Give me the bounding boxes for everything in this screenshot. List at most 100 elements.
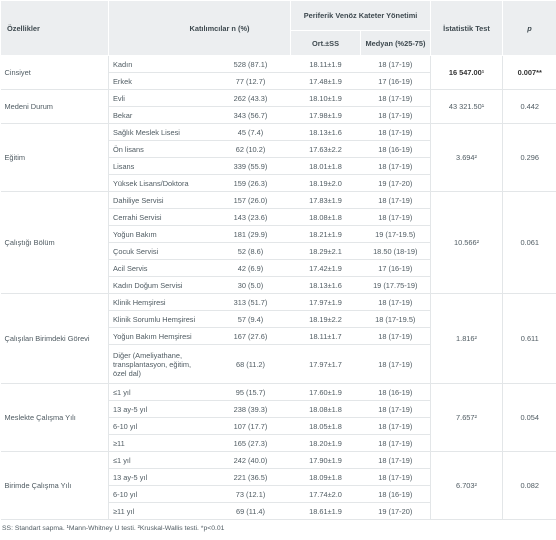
median-cell: 18 (17-19) xyxy=(360,106,431,124)
count-cell: 165 (27.3) xyxy=(210,434,291,452)
mean-cell: 18.19±2.0 xyxy=(290,174,361,192)
mean-cell: 17.97±1.7 xyxy=(290,344,361,384)
count-cell: 262 (43.3) xyxy=(210,89,291,107)
test-cell: 6.703² xyxy=(430,451,503,520)
mean-cell: 18.01±1.8 xyxy=(290,157,361,175)
sub-label: Diğer (Ameliyathane, transplantasyon, eğ… xyxy=(108,344,211,384)
sub-label: Sağlık Meslek Lisesi xyxy=(108,123,211,141)
count-cell: 167 (27.6) xyxy=(210,327,291,345)
mean-cell: 18.13±1.6 xyxy=(290,276,361,294)
count-cell: 107 (17.7) xyxy=(210,417,291,435)
mean-cell: 17.97±1.9 xyxy=(290,293,361,311)
table-row: Acil Servis 42 (6.9) 17.42±1.9 17 (16-19) xyxy=(1,259,556,277)
table-row: Yoğun Bakım 181 (29.9) 18.21±1.9 19 (17-19.… xyxy=(1,225,556,243)
mean-cell: 18.11±1.9 xyxy=(290,55,361,73)
sub-label: Yoğun Bakım xyxy=(108,225,211,243)
mean-cell: 18.05±1.8 xyxy=(290,417,361,435)
mean-cell: 18.29±2.1 xyxy=(290,242,361,260)
sub-label: Dahiliye Servisi xyxy=(108,191,211,209)
header-text: Katılımcılar n (%) xyxy=(189,23,250,33)
sub-label: ≥11 yıl xyxy=(108,502,211,520)
sub-label: Yüksek Lisans/Doktora xyxy=(108,174,211,192)
median-cell: 18 (17-19) xyxy=(360,89,431,107)
mean-cell: 18.21±1.9 xyxy=(290,225,361,243)
table-row: Cerrahi Servisi 143 (23.6) 18.08±1.8 18 (17… xyxy=(1,208,556,226)
table-row: Birimde Çalışma Yılı ≤1 yıl 242 (40.0) 17.9… xyxy=(0,451,556,520)
mean-cell: 18.61±1.9 xyxy=(290,502,361,520)
median-cell: 18 (17-19) xyxy=(360,157,431,175)
p-cell: 0.007** xyxy=(502,55,556,90)
mean-cell: 18.09±1.8 xyxy=(290,468,361,486)
median-cell: 18 (17-19) xyxy=(360,327,431,345)
count-cell: 77 (12.7) xyxy=(210,72,291,90)
mean-cell: 18.08±1.8 xyxy=(290,208,361,226)
count-cell: 95 (15.7) xyxy=(210,383,291,401)
group-label: Cinsiyet xyxy=(0,55,109,90)
table-row: Eğitim Sağlık Meslek Lisesi 45 (7.4) 18.13±… xyxy=(0,123,556,192)
header-cell: Katılımcılar n (%) xyxy=(108,0,291,56)
mean-cell: 17.83±1.9 xyxy=(290,191,361,209)
sub-label: 13 ay-5 yıl xyxy=(108,400,211,418)
count-cell: 313 (51.7) xyxy=(210,293,291,311)
sub-label: Cerrahi Servisi xyxy=(108,208,211,226)
test-cell: 1.816² xyxy=(430,293,503,384)
p-cell: 0.442 xyxy=(502,89,556,124)
mean-cell: 18.11±1.7 xyxy=(290,327,361,345)
table-row: Kadın Doğum Servisi 30 (5.0) 18.13±1.6 19 (… xyxy=(1,276,556,294)
sub-label: Çocuk Servisi xyxy=(108,242,211,260)
mean-cell: 18.13±1.6 xyxy=(290,123,361,141)
mean-cell: 17.90±1.9 xyxy=(290,451,361,469)
sub-label: 13 ay-5 yıl xyxy=(108,468,211,486)
median-cell: 18 (16-19) xyxy=(360,485,431,503)
header-cell: p xyxy=(502,0,556,56)
count-cell: 69 (11.4) xyxy=(210,502,291,520)
mean-cell: 17.48±1.9 xyxy=(290,72,361,90)
sub-label: Acil Servis xyxy=(108,259,211,277)
median-cell: 18 (17-19) xyxy=(360,123,431,141)
median-cell: 18 (17-19) xyxy=(360,417,431,435)
median-cell: 18 (17-19) xyxy=(360,55,431,73)
count-cell: 221 (36.5) xyxy=(210,468,291,486)
mean-cell: 18.20±1.9 xyxy=(290,434,361,452)
table-header: Özellikler Katılımcılar n (%) Periferik … xyxy=(0,0,556,56)
table-row: Çalışılan Birimdeki Görevi Klinik Hemşire… xyxy=(0,293,556,384)
table-row: 6-10 yıl 73 (12.1) 17.74±2.0 18 (16-19) xyxy=(1,485,556,503)
median-cell: 18 (16-19) xyxy=(360,383,431,401)
table-row: Ön lisans 62 (10.2) 17.63±2.2 18 (16-19) xyxy=(1,140,556,158)
count-cell: 73 (12.1) xyxy=(210,485,291,503)
sub-label: ≥11 xyxy=(108,434,211,452)
mean-cell: 17.98±1.9 xyxy=(290,106,361,124)
median-cell: 18 (17-19) xyxy=(360,451,431,469)
table-row: Yoğun Bakım Hemşiresi 167 (27.6) 18.11±1.7… xyxy=(1,327,556,345)
sub-label: Bekar xyxy=(108,106,211,124)
count-cell: 143 (23.6) xyxy=(210,208,291,226)
mean-cell: 18.08±1.8 xyxy=(290,400,361,418)
test-cell: 16 547.00¹ xyxy=(430,55,503,90)
median-cell: 17 (16-19) xyxy=(360,72,431,90)
test-cell: 43 321.50¹ xyxy=(430,89,503,124)
median-cell: 18 (17-19) xyxy=(360,468,431,486)
test-cell: 7.657² xyxy=(430,383,503,452)
table-row: ≥11 yıl 69 (11.4) 18.61±1.9 19 (17-20) xyxy=(1,502,556,520)
header-cell: Ort.±SS xyxy=(290,30,361,56)
p-cell: 0.296 xyxy=(502,123,556,192)
group-label: Meslekte Çalışma Yılı xyxy=(0,383,109,452)
mean-cell: 17.42±1.9 xyxy=(290,259,361,277)
count-cell: 159 (26.3) xyxy=(210,174,291,192)
mean-cell: 18.19±2.2 xyxy=(290,310,361,328)
table-row: Meslekte Çalışma Yılı ≤1 yıl 95 (15.7) 17.6… xyxy=(0,383,556,452)
count-cell: 238 (39.3) xyxy=(210,400,291,418)
median-cell: 19 (17-20) xyxy=(360,174,431,192)
sub-label: Ön lisans xyxy=(108,140,211,158)
table-row: Medeni Durum Evli 262 (43.3) 18.10±1.9 18 (1… xyxy=(0,89,556,124)
sub-label: ≤1 yıl xyxy=(108,451,211,469)
mean-cell: 18.10±1.9 xyxy=(290,89,361,107)
table-row: 13 ay-5 yıl 238 (39.3) 18.08±1.8 18 (17-19) xyxy=(1,400,556,418)
group-label: Birimde Çalışma Yılı xyxy=(0,451,109,520)
median-cell: 19 (17-20) xyxy=(360,502,431,520)
p-cell: 0.082 xyxy=(502,451,556,520)
median-cell: 17 (16-19) xyxy=(360,259,431,277)
count-cell: 339 (55.9) xyxy=(210,157,291,175)
mean-cell: 17.60±1.9 xyxy=(290,383,361,401)
